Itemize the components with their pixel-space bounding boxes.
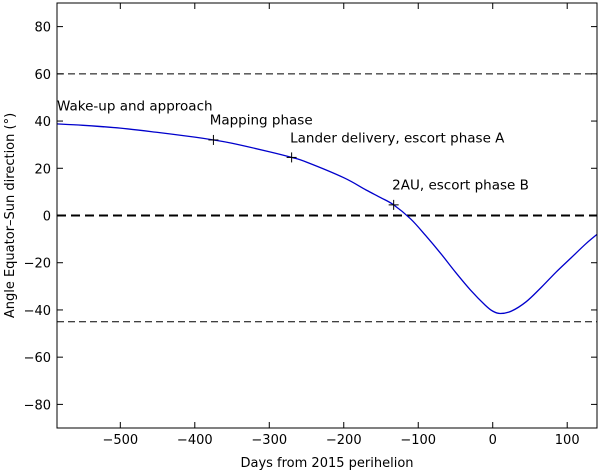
x-axis: −500 −400 −300 −200 −100 0 100 [102, 3, 580, 448]
annotation-label-3: 2AU, escort phase B [392, 178, 529, 194]
plus-marker-0 [208, 134, 219, 145]
x-axis-title: Days from 2015 perihelion [240, 456, 413, 471]
y-tick-label-0: −80 [24, 398, 51, 413]
y-tick-label-8: 80 [34, 21, 51, 36]
annotation-label-0: Wake-up and approach [57, 98, 213, 114]
plus-marker-2 [388, 199, 399, 210]
annotation-label-1: Mapping phase [210, 113, 313, 129]
x-tick-label-0: −500 [102, 433, 138, 448]
series-line-0 [57, 123, 597, 315]
reference-lines [57, 73, 597, 323]
marker-layer [208, 134, 399, 210]
x-tick-label-5: 0 [489, 433, 497, 448]
x-tick-label-3: −200 [326, 433, 362, 448]
y-tick-label-2: −40 [24, 304, 51, 319]
y-tick-label-3: −20 [24, 257, 51, 272]
y-tick-label-4: 0 [43, 210, 51, 225]
series-layer [57, 123, 597, 315]
x-tick-label-1: −400 [177, 433, 213, 448]
plus-marker-1 [286, 152, 297, 163]
x-tick-label-4: −100 [400, 433, 436, 448]
y-tick-label-6: 40 [34, 115, 51, 130]
y-tick-label-1: −60 [24, 351, 51, 366]
x-tick-label-6: 100 [555, 433, 580, 448]
annotation-label-2: Lander delivery, escort phase A [290, 130, 505, 146]
y-axis-title: Angle Equator–Sun direction (°) [3, 113, 18, 318]
y-axis: −80 −60 −40 −20 0 20 40 60 80 [24, 21, 597, 413]
y-tick-label-7: 60 [34, 68, 51, 83]
y-tick-label-5: 20 [34, 162, 51, 177]
x-tick-label-2: −300 [251, 433, 287, 448]
